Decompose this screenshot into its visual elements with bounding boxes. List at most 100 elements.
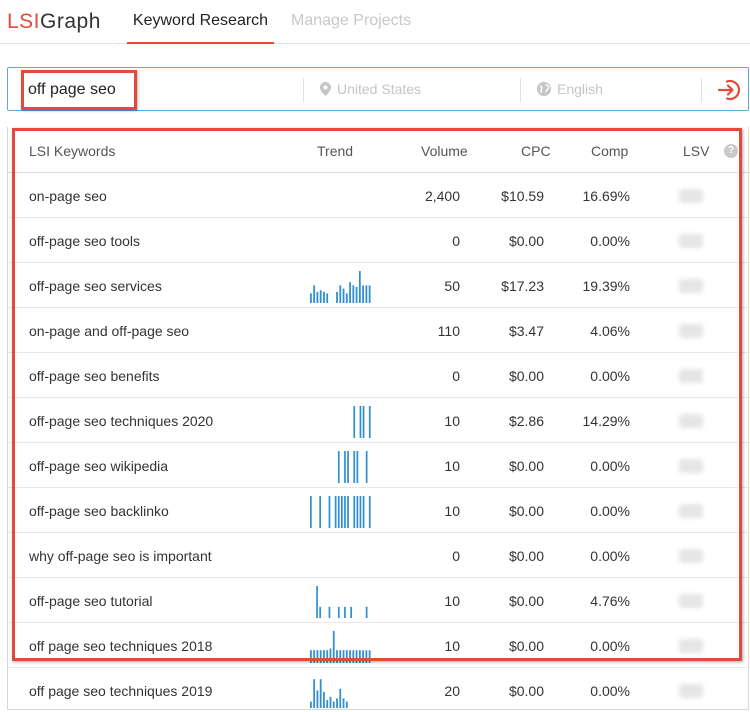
- logo-graph: Graph: [40, 10, 101, 33]
- keyword-cell[interactable]: off-page seo tutorial: [29, 593, 153, 609]
- cpc-cell: $0.00: [508, 233, 544, 249]
- col-keyword-header[interactable]: LSI Keywords: [29, 143, 116, 159]
- keyword-cell[interactable]: on-page seo: [29, 188, 107, 204]
- table-row[interactable]: off-page seo wikipedia 10 $0.00 0.00%: [8, 443, 750, 488]
- trend-bar: [353, 451, 356, 483]
- trend-sparkline: [353, 406, 371, 438]
- keyword-cell[interactable]: on-page and off-page seo: [29, 323, 190, 339]
- trend-bar: [316, 690, 319, 708]
- keyword-input[interactable]: off page seo: [21, 70, 137, 110]
- keyword-cell[interactable]: off-page seo services: [29, 278, 162, 294]
- trend-bar: [368, 650, 371, 663]
- keyword-cell[interactable]: off-page seo wikipedia: [29, 458, 169, 474]
- trend-bar: [355, 650, 358, 663]
- cpc-cell: $3.47: [508, 323, 544, 339]
- keyword-cell[interactable]: off page seo techniques 2018: [29, 638, 213, 654]
- col-cpc-header[interactable]: CPC: [521, 143, 551, 159]
- comp-cell: 14.29%: [582, 413, 630, 429]
- table-row[interactable]: off-page seo techniques 2020 10 $2.86 14.29…: [8, 398, 750, 443]
- trend-bar: [362, 650, 364, 663]
- sign-in-arrow-icon: [717, 79, 741, 101]
- trend-bar: [319, 650, 322, 663]
- trend-bar: [337, 606, 340, 618]
- keyword-cell[interactable]: off-page seo techniques 2020: [29, 413, 214, 429]
- globe-icon: [537, 82, 551, 99]
- submit-button[interactable]: [717, 77, 743, 103]
- lsv-cell-blurred: [679, 369, 703, 383]
- table-row[interactable]: off-page seo backlinko 10 $0.00 0.00%: [8, 488, 750, 533]
- divider: [701, 78, 702, 102]
- cpc-cell: $0.00: [508, 548, 544, 564]
- table-row[interactable]: on-page and off-page seo 110 $3.47 4.06%: [8, 308, 750, 353]
- trend-bar: [329, 696, 332, 708]
- trend-bar: [342, 650, 345, 663]
- language-select[interactable]: English: [537, 81, 603, 99]
- cpc-cell: $0.00: [508, 593, 544, 609]
- trend-bar: [365, 285, 368, 303]
- keyword-cell[interactable]: why off-page seo is important: [29, 548, 212, 564]
- trend-sparkline: [316, 586, 368, 618]
- lsv-cell-blurred: [679, 414, 703, 428]
- trend-bar: [316, 291, 319, 303]
- table-row[interactable]: off-page seo tools 0 $0.00 0.00%: [8, 218, 750, 263]
- table-row[interactable]: off page seo techniques 2019 20 $0.00 0.00%: [8, 668, 750, 712]
- trend-bar: [356, 496, 359, 528]
- trend-bar: [349, 650, 351, 663]
- volume-cell: 10: [444, 593, 460, 609]
- trend-bar: [319, 679, 322, 708]
- divider: [303, 78, 304, 102]
- tab-keyword-research[interactable]: Keyword Research: [127, 12, 274, 44]
- country-select[interactable]: United States: [320, 81, 421, 99]
- col-volume-header[interactable]: Volume: [421, 143, 468, 159]
- trend-bar: [332, 631, 335, 663]
- comp-cell: 0.00%: [590, 503, 630, 519]
- trend-bar: [358, 650, 361, 663]
- cpc-cell: $0.00: [508, 503, 544, 519]
- comp-cell: 0.00%: [590, 548, 630, 564]
- volume-cell: 110: [437, 323, 460, 339]
- col-lsv-header[interactable]: LSV: [683, 143, 710, 159]
- table-row[interactable]: off-page seo services 50 $17.23 19.39%: [8, 263, 750, 308]
- trend-bar: [319, 606, 322, 618]
- keyword-cell[interactable]: off page seo techniques 2019: [29, 683, 213, 699]
- keyword-cell[interactable]: off-page seo tools: [29, 233, 141, 249]
- trend-bar: [328, 496, 331, 528]
- logo[interactable]: LSIGraph: [7, 10, 101, 34]
- keyword-cell[interactable]: off-page seo backlinko: [29, 503, 169, 519]
- keyword-cell[interactable]: off-page seo benefits: [29, 368, 160, 384]
- trend-bar: [313, 285, 316, 303]
- help-icon[interactable]: ?: [724, 144, 738, 158]
- cpc-cell: $17.23: [501, 278, 544, 294]
- col-trend-header[interactable]: Trend: [317, 143, 354, 159]
- trend-bar: [313, 679, 316, 708]
- table-row[interactable]: off-page seo tutorial 10 $0.00 4.76%: [8, 578, 750, 623]
- comp-cell: 0.00%: [590, 683, 630, 699]
- col-comp-header[interactable]: Comp: [591, 143, 629, 159]
- tab-manage-projects[interactable]: Manage Projects: [291, 12, 412, 29]
- table-row[interactable]: off page seo techniques 2018 10 $0.00 0.00%: [8, 623, 750, 668]
- trend-bar: [316, 650, 319, 663]
- volume-cell: 50: [444, 278, 460, 294]
- country-placeholder: United States: [337, 81, 422, 97]
- trend-bar: [326, 700, 329, 708]
- table-row[interactable]: why off-page seo is important 0 $0.00 0.00%: [8, 533, 750, 578]
- volume-cell: 2,400: [424, 188, 460, 204]
- volume-cell: 10: [444, 638, 460, 654]
- trend-bar: [344, 496, 346, 528]
- trend-bar: [339, 650, 342, 663]
- table-row[interactable]: off-page seo benefits 0 $0.00 0.00%: [8, 353, 750, 398]
- trend-bar: [313, 650, 316, 663]
- trend-bar: [353, 496, 356, 528]
- trend-bar: [345, 701, 348, 708]
- volume-cell: 20: [444, 683, 460, 699]
- trend-sparkline: [310, 679, 348, 708]
- trend-bar: [342, 698, 345, 708]
- cpc-cell: $0.00: [508, 368, 544, 384]
- language-placeholder: English: [557, 81, 603, 97]
- trend-sparkline: [337, 451, 368, 483]
- trend-bar: [368, 406, 371, 438]
- trend-bar: [356, 451, 359, 483]
- table-row[interactable]: on-page seo 2,400 $10.59 16.69%: [8, 173, 750, 218]
- trend-bar: [310, 293, 312, 303]
- trend-bar: [359, 406, 362, 438]
